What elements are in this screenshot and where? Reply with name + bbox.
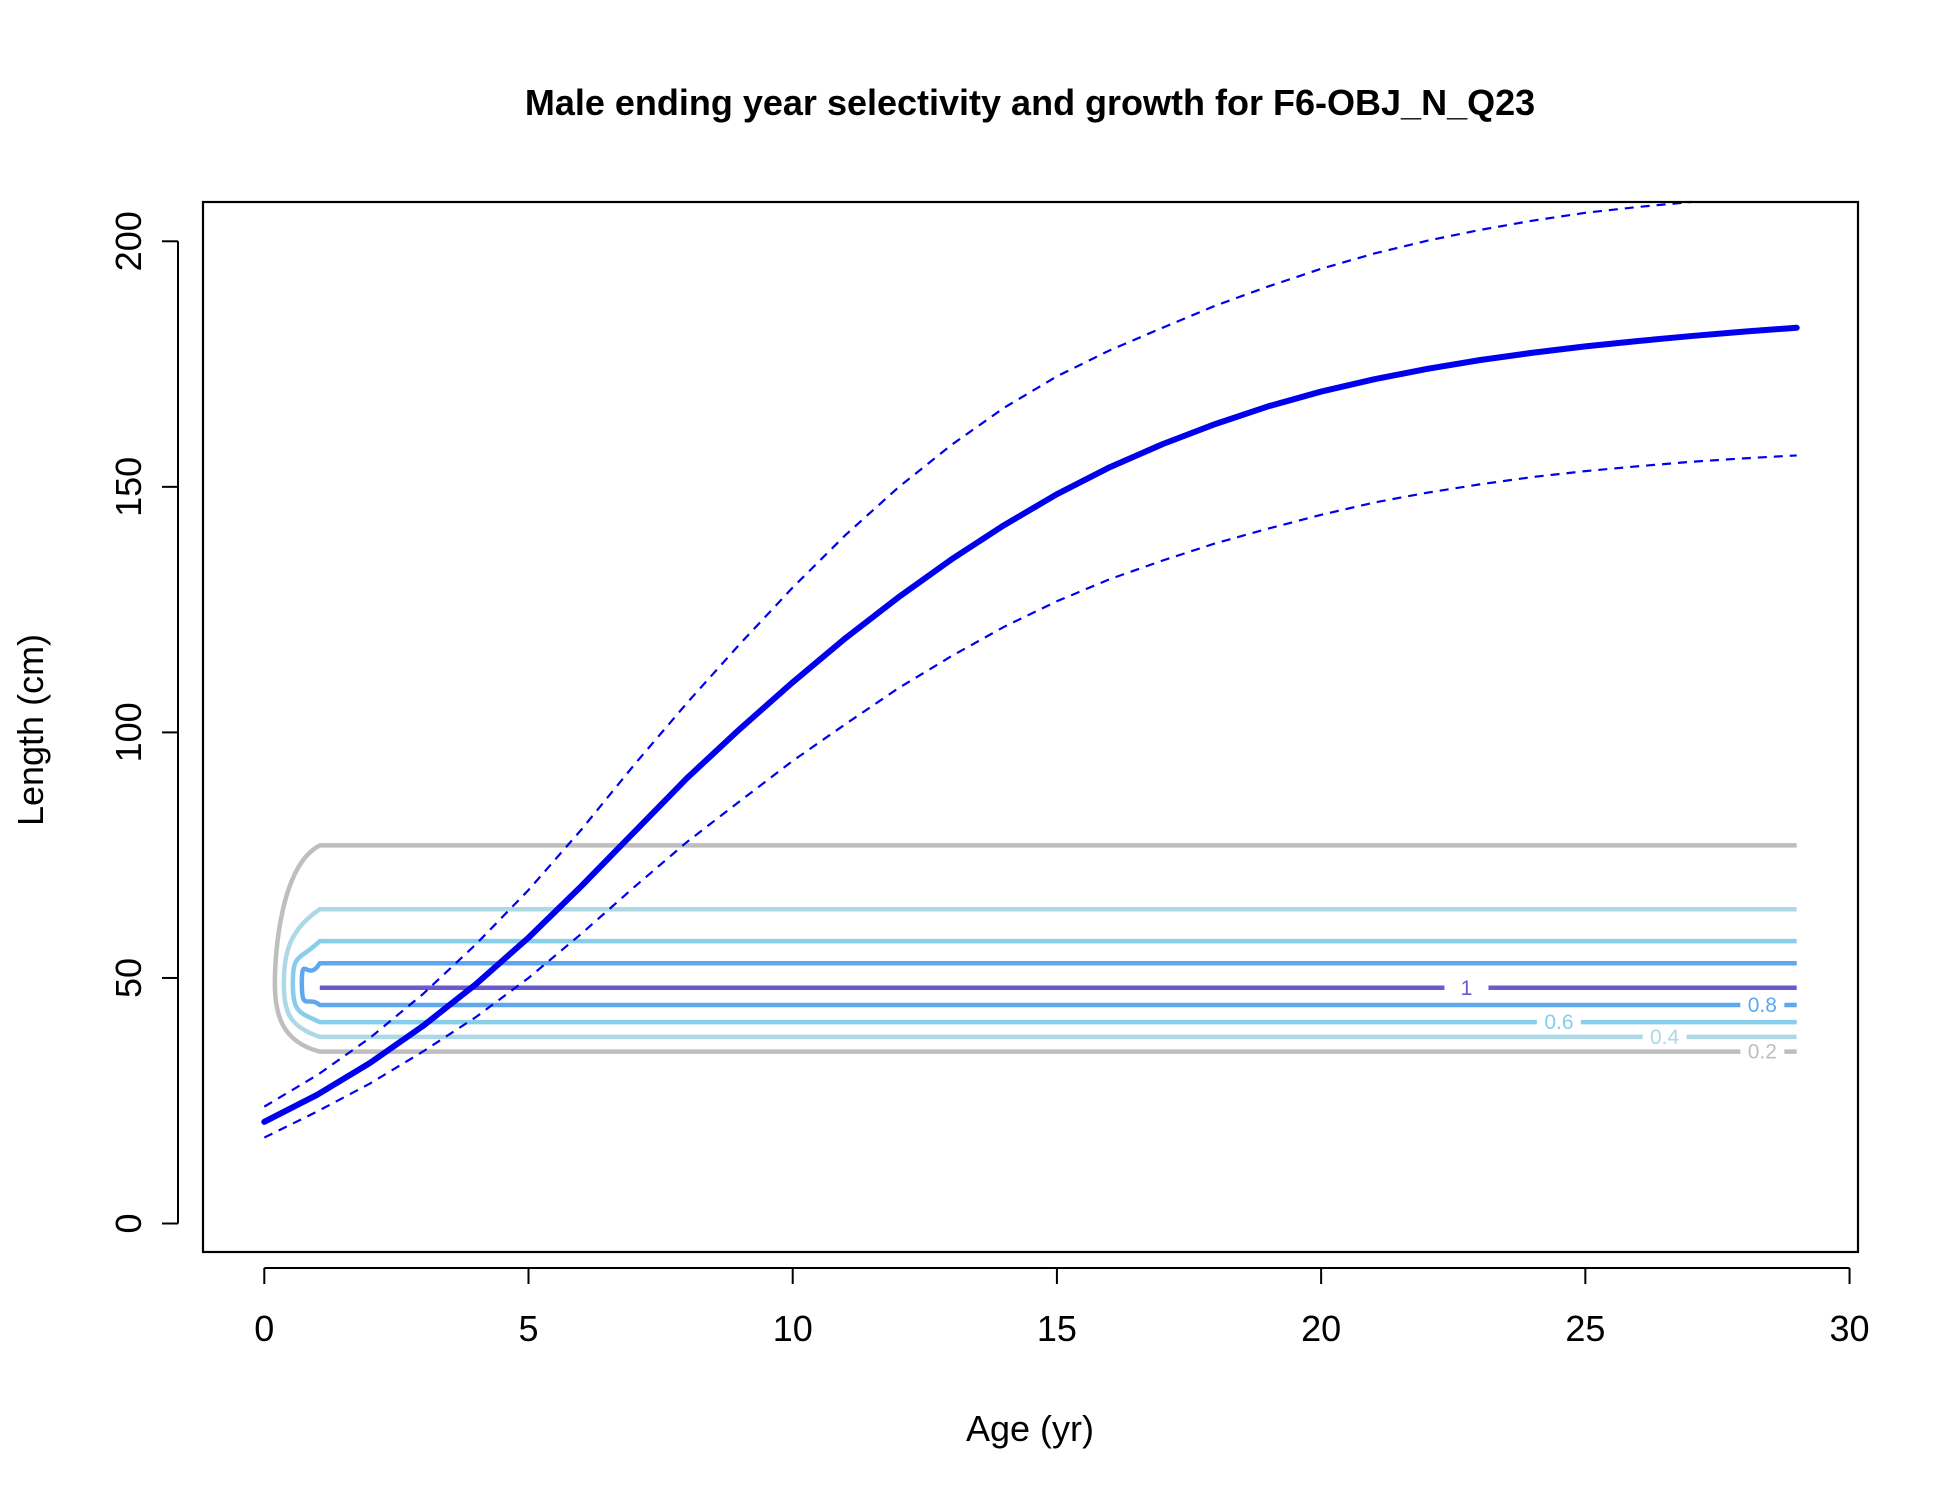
contour-label-1: 1 [1461,977,1473,1000]
confidence-interval-lines [263,200,1797,1139]
contour-label-gap [1642,1024,1687,1049]
mean-length-line [261,324,1800,1125]
upper-ci-line [263,200,1692,1108]
contour-label-gap [1444,975,1489,1000]
x-tick-label: 0 [254,1308,274,1349]
growth-curve-layer [261,324,1800,1125]
x-axis-label: Age (yr) [966,1408,1094,1449]
y-tick-label: 50 [108,958,149,998]
x-tick-label: 20 [1301,1308,1341,1349]
y-tick-label: 150 [108,457,149,517]
contour-label-0-4: 0.4 [1650,1026,1680,1049]
contour-label-gap [1740,992,1785,1017]
contour-label-gap [1740,1039,1785,1064]
contour-label-0-8: 0.8 [1748,994,1777,1017]
y-axis-label: Length (cm) [10,634,51,826]
x-tick-label: 25 [1565,1308,1605,1349]
contour-line-0-4 [281,906,1797,1040]
contour-label-0-6: 0.6 [1544,1011,1573,1034]
y-tick-label: 0 [108,1213,149,1233]
contour-line-0-6 [290,938,1797,1025]
contour-line-0-2 [272,843,1797,1054]
x-tick-label: 10 [773,1308,813,1349]
x-tick-label: 5 [518,1308,538,1349]
contour-label-gap [1536,1010,1581,1035]
lower-ci-line [263,454,1797,1139]
y-tick-label: 200 [108,211,149,271]
y-tick-label: 100 [108,702,149,762]
contour-label-0-2: 0.2 [1748,1041,1777,1064]
x-tick-label: 30 [1830,1308,1870,1349]
x-tick-label: 15 [1037,1308,1077,1349]
plot-frame [201,200,1860,1254]
chart-title: Male ending year selectivity and growth … [525,82,1535,123]
contour-line-0-8 [299,960,1797,1008]
axes: 0 5 10 15 20 25 30 0 50 100 150 200 [108,211,1870,1349]
selectivity-contours: 0.2 0.4 0.6 0.8 1 [272,843,1797,1064]
